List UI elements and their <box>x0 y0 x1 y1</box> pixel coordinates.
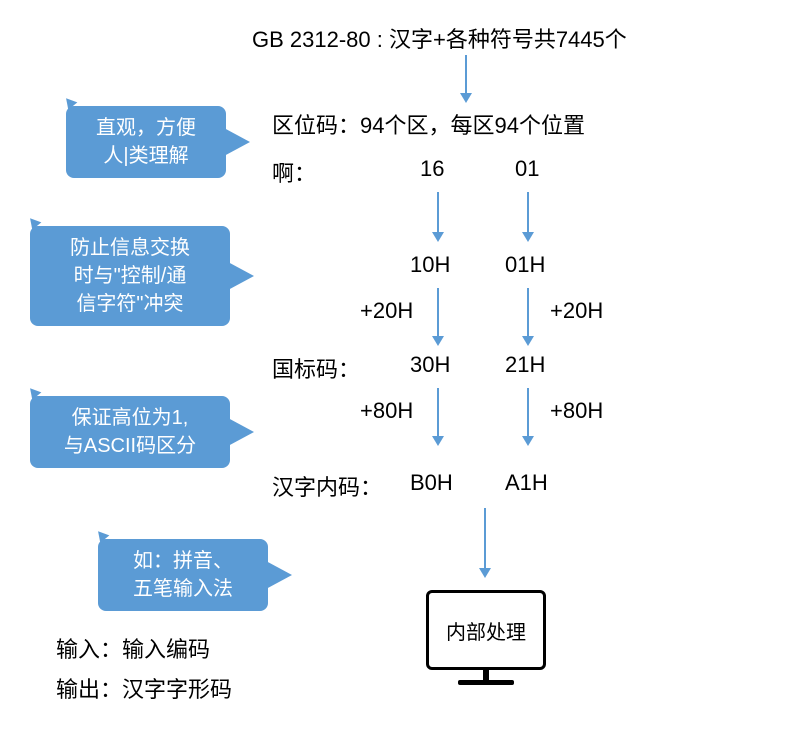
callout-line: 直观，方便 <box>96 117 196 139</box>
diagram-title: GB 2312-80 : 汉字+各种符号共7445个 <box>252 22 627 54</box>
down-arrow <box>428 192 448 244</box>
callout-line: 防止信息交换 <box>70 237 190 259</box>
offset2-right: +80H <box>550 398 603 424</box>
down-arrow <box>456 55 476 105</box>
callout-line: 信字符"冲突 <box>76 293 183 315</box>
callout-input-method: 如：拼音、 五笔输入法 <box>98 539 268 611</box>
callout-line: 人|类理解 <box>103 145 188 167</box>
callout-line: 时与"控制/通 <box>74 265 187 287</box>
offset1-right: +20H <box>550 298 603 324</box>
monitor-icon: 内部处理 <box>426 590 546 685</box>
callout-line: 保证高位为1, <box>72 407 189 429</box>
nm-wei: A1H <box>505 470 548 496</box>
down-arrow <box>428 388 448 448</box>
wei-hex: 01H <box>505 252 545 278</box>
callout-intuitive: 直观，方便 人|类理解 <box>66 106 226 178</box>
example-char: 啊： <box>272 156 316 188</box>
nm-qu: B0H <box>410 470 453 496</box>
offset1-left: +20H <box>360 298 413 324</box>
output-label: 输出：汉字字形码 <box>56 672 232 704</box>
callout-high-bit: 保证高位为1, 与ASCII码区分 <box>30 396 230 468</box>
callout-line: 与ASCII码区分 <box>64 435 196 457</box>
down-arrow <box>518 388 538 448</box>
down-arrow <box>428 288 448 348</box>
callout-line: 五笔输入法 <box>133 578 233 600</box>
guobiao-label: 国标码： <box>272 352 360 384</box>
input-label: 输入：输入编码 <box>56 632 210 664</box>
qu-hex: 10H <box>410 252 450 278</box>
neima-label: 汉字内码： <box>272 470 382 502</box>
down-arrow <box>518 288 538 348</box>
qu-value: 16 <box>420 156 444 182</box>
quwei-label: 区位码：94个区，每区94个位置 <box>272 108 585 140</box>
down-arrow <box>475 508 495 580</box>
offset2-left: +80H <box>360 398 413 424</box>
callout-control-conflict: 防止信息交换 时与"控制/通 信字符"冲突 <box>30 226 230 326</box>
wei-value: 01 <box>515 156 539 182</box>
down-arrow <box>518 192 538 244</box>
monitor-label: 内部处理 <box>446 616 526 645</box>
callout-line: 如：拼音、 <box>133 550 233 572</box>
gb-wei: 21H <box>505 352 545 378</box>
gb-qu: 30H <box>410 352 450 378</box>
